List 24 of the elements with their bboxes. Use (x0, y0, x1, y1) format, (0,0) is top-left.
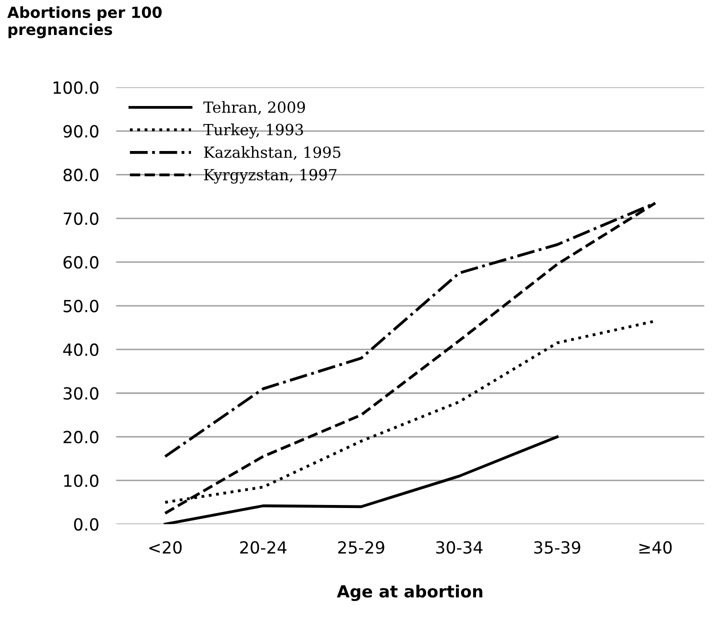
x-axis-title: Age at abortion (336, 584, 482, 601)
y-tick-label: 0.0 (74, 518, 98, 531)
x-tick-label: ≥40 (639, 541, 672, 554)
y-tick-label: 80.0 (64, 168, 98, 182)
y-tick-label: 40.0 (63, 343, 98, 356)
legend-label: Kazakhstan, 1995 (204, 146, 340, 160)
line-series (164, 435, 559, 524)
y-axis-title: Abortions per 100 pregnancies (7, 6, 162, 38)
x-tick-label: <20 (149, 541, 182, 554)
y-tick-label: 50.0 (64, 300, 98, 312)
y-tick-label: 60.0 (64, 256, 98, 269)
x-tick-label: 35-39 (534, 541, 580, 554)
x-tick-label: 25-29 (338, 541, 384, 554)
y-tick-label: 20.0 (64, 430, 98, 444)
x-tick-label: 20-24 (240, 541, 286, 554)
legend-label: Kyrgyzstan, 1997 (204, 168, 336, 184)
y-tick-label: 70.0 (64, 212, 98, 225)
x-tick-label: 30-34 (436, 541, 482, 554)
legend-label: Turkey, 1993 (203, 124, 303, 139)
y-tick-label: 10.0 (64, 474, 98, 488)
legend-label: Tehran, 2009 (203, 101, 305, 115)
y-tick-label: 100.0 (54, 81, 98, 94)
y-tick-label: 90.0 (63, 125, 98, 138)
y-tick-label: 30.0 (64, 387, 98, 400)
